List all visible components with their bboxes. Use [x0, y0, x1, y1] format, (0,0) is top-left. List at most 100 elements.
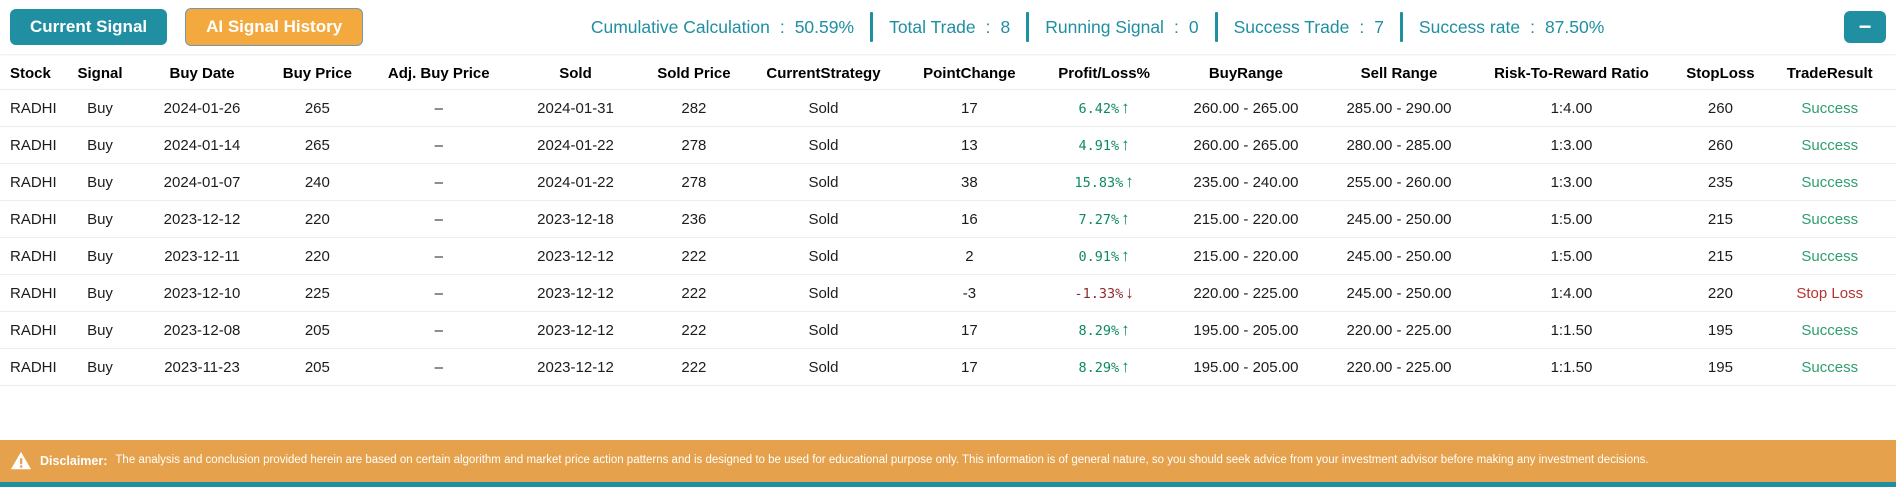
disclaimer-bar: Disclaimer: The analysis and conclusion …: [0, 440, 1896, 482]
stat-divider: [870, 12, 874, 42]
cell-stock: RADHI: [0, 237, 64, 275]
profit-loss-value: -1.33%: [1074, 286, 1124, 302]
cell-profit-loss: -1.33% ↓: [1038, 274, 1170, 312]
up-arrow-icon: ↑: [1121, 209, 1130, 228]
stat-item: Success Trade:7: [1234, 17, 1384, 38]
table-row: RADHI Buy 2024-01-14 265–2024-01-22 278 Sold 1…: [0, 126, 1896, 164]
stat-value: 7: [1374, 16, 1384, 37]
cell-sell-range: 245.00 - 250.00: [1322, 274, 1476, 312]
cell-point-change: 17: [900, 89, 1039, 127]
cell-buy-date: 2023-12-11: [136, 237, 268, 275]
table-row: RADHI Buy 2024-01-26 265–2024-01-31 282 Sold 1…: [0, 89, 1896, 127]
trade-result-badge: Success: [1801, 173, 1859, 191]
table-row: RADHI Buy 2023-12-10 225–2023-12-12 222 Sold -…: [0, 274, 1896, 312]
cell-trade-result: Success: [1773, 163, 1896, 201]
cell-profit-loss: 7.27% ↑: [1038, 200, 1170, 238]
bottom-accent-strip: [0, 482, 1896, 487]
cell-sold-date: 2023-12-12: [510, 274, 641, 312]
profit-loss-value: 7.27%: [1078, 212, 1120, 228]
stat-separator: :: [779, 16, 785, 37]
stat-separator: :: [985, 16, 991, 37]
column-header-buy-range: BuyRange: [1169, 58, 1323, 90]
cell-profit-loss: 6.42% ↑: [1038, 89, 1170, 127]
cell-buy-date: 2024-01-14: [136, 126, 268, 164]
cell-buy-price: 265: [267, 89, 368, 127]
stat-value: 0: [1188, 16, 1199, 37]
trade-result-badge: Success: [1801, 99, 1859, 117]
table-row: RADHI Buy 2024-01-07 240–2024-01-22 278 Sold 3…: [0, 163, 1896, 201]
cell-profit-loss: 15.83% ↑: [1038, 163, 1170, 201]
cell-adj-buy-price: –: [367, 89, 511, 127]
profit-loss-value: 8.29%: [1078, 323, 1120, 339]
cell-sold-date: 2024-01-22: [510, 163, 641, 201]
cell-stop-loss: 260: [1667, 89, 1774, 127]
cell-signal: Buy: [63, 274, 137, 312]
profit-loss-value: 4.91%: [1078, 138, 1120, 154]
stat-separator: :: [1359, 16, 1365, 37]
disclaimer-text: The analysis and conclusion provided her…: [115, 454, 1649, 467]
cell-buy-price: 265: [267, 126, 368, 164]
stat-divider: [1214, 12, 1218, 42]
stat-divider: [1399, 12, 1403, 42]
cell-current-strategy: Sold: [746, 274, 900, 312]
column-header-point-change: PointChange: [900, 58, 1039, 90]
table-row: RADHI Buy 2023-12-11 220–2023-12-12 222 Sold 2…: [0, 237, 1896, 275]
column-header-buy-date: Buy Date: [136, 58, 268, 90]
cell-signal: Buy: [63, 126, 137, 164]
profit-loss-value: 8.29%: [1078, 360, 1120, 376]
cell-sold-price: 222: [640, 237, 747, 275]
cell-profit-loss: 0.91% ↑: [1038, 237, 1170, 275]
cell-signal: Buy: [63, 89, 137, 127]
top-toolbar: Current Signal AI Signal History Cumulat…: [0, 0, 1896, 54]
cell-buy-range: 235.00 - 240.00: [1169, 163, 1323, 201]
trade-result-badge: Success: [1801, 136, 1859, 154]
cell-stock: RADHI: [0, 200, 64, 238]
cell-buy-date: 2023-12-08: [136, 311, 268, 349]
column-header-risk-reward: Risk-To-Reward Ratio: [1475, 58, 1668, 90]
cell-point-change: 13: [900, 126, 1039, 164]
cell-buy-price: 225: [267, 274, 368, 312]
trade-result-badge: Stop Loss: [1796, 284, 1864, 302]
table-row: RADHI Buy 2023-11-23 205–2023-12-12 222 Sold 1…: [0, 348, 1896, 386]
profit-loss-value: 0.91%: [1078, 249, 1120, 265]
cell-sell-range: 255.00 - 260.00: [1322, 163, 1476, 201]
stat-item: Running Signal:0: [1045, 17, 1198, 38]
cell-buy-range: 215.00 - 220.00: [1169, 237, 1323, 275]
cell-sold-price: 278: [640, 163, 747, 201]
cell-adj-buy-price: –: [367, 348, 511, 386]
stat-value: 8: [1000, 16, 1011, 37]
cell-risk-reward: 1:4.00: [1475, 274, 1668, 312]
up-arrow-icon: ↑: [1121, 135, 1130, 154]
cell-stop-loss: 195: [1667, 311, 1774, 349]
current-signal-button[interactable]: Current Signal: [10, 8, 168, 46]
cell-sold-price: 236: [640, 200, 747, 238]
cell-stock: RADHI: [0, 348, 64, 386]
cell-point-change: 17: [900, 348, 1039, 386]
cell-buy-date: 2024-01-26: [136, 89, 268, 127]
cell-point-change: 16: [900, 200, 1039, 238]
collapse-button[interactable]: −: [1844, 11, 1886, 43]
cell-buy-price: 240: [267, 163, 368, 201]
cell-buy-range: 215.00 - 220.00: [1169, 200, 1323, 238]
stat-separator: :: [1530, 16, 1535, 37]
cell-stop-loss: 215: [1667, 200, 1774, 238]
stat-item: Success rate:87.50%: [1419, 17, 1604, 38]
cell-current-strategy: Sold: [746, 348, 900, 386]
ai-signal-history-button[interactable]: AI Signal History: [185, 7, 364, 47]
profit-loss-value: 6.42%: [1078, 101, 1120, 117]
cell-signal: Buy: [63, 348, 137, 386]
cell-point-change: -3: [900, 274, 1039, 312]
stat-value: 50.59%: [794, 16, 855, 37]
cell-current-strategy: Sold: [746, 89, 900, 127]
cell-trade-result: Success: [1773, 89, 1896, 127]
up-arrow-icon: ↑: [1121, 246, 1130, 265]
stat-label: Running Signal: [1045, 16, 1164, 37]
up-arrow-icon: ↑: [1121, 357, 1130, 376]
cell-signal: Buy: [63, 237, 137, 275]
cell-sold-price: 282: [640, 89, 747, 127]
cell-risk-reward: 1:4.00: [1475, 89, 1668, 127]
column-header-trade-result: TradeResult: [1773, 58, 1896, 90]
cell-buy-date: 2023-12-10: [136, 274, 268, 312]
up-arrow-icon: ↑: [1121, 98, 1130, 117]
